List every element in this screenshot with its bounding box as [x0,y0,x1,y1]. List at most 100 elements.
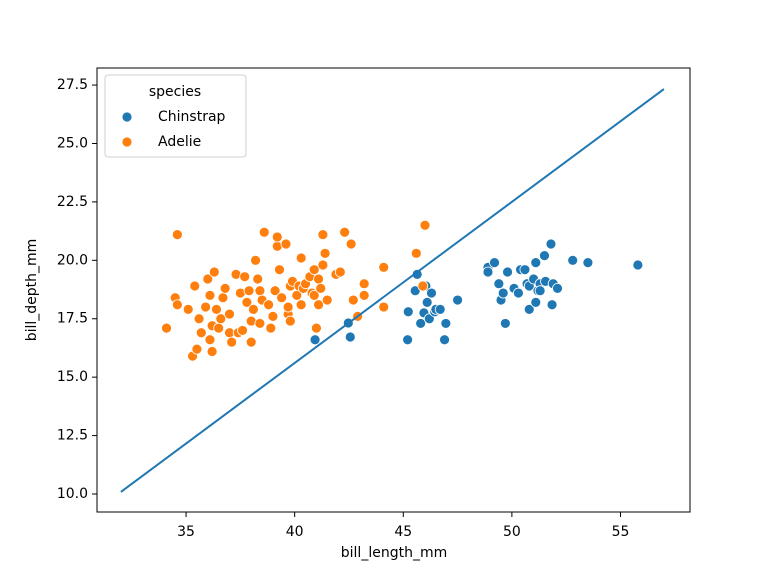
scatter-point [208,266,220,278]
legend-marker [121,136,133,148]
scatter-point [499,318,511,329]
scatter-point [434,303,446,315]
scatter-point [452,294,463,306]
scatter-point [317,259,329,271]
scatter-point [512,287,524,299]
scatter-point [241,296,253,308]
scatter-point [295,252,307,264]
scatter-point [546,299,558,311]
scatter-point [265,322,277,334]
scatter-point [193,313,205,325]
scatter-point [309,334,321,346]
scatter-point [250,254,261,266]
scatter-point [254,285,266,297]
scatter-point [217,292,229,304]
legend-title: species [149,84,201,100]
scatter-point [319,247,331,259]
scatter-point [552,282,563,294]
scatter-point [295,299,307,311]
scatter-point [206,346,218,357]
scatter-point [308,289,320,301]
scatter-point [202,273,214,285]
scatter-point [402,306,414,318]
x-axis-label: bill_length_mm [341,545,447,561]
y-tick-label: 17.5 [57,311,88,327]
scatter-point [378,301,390,313]
scatter-point [519,264,531,276]
scatter-point [419,219,431,231]
scatter-point [313,299,324,311]
scatter-point [358,289,370,301]
scatter-point [530,257,542,269]
y-tick-label: 27.5 [57,77,88,93]
scatter-point [345,238,357,250]
scatter-point [195,327,207,339]
x-tick-label: 55 [612,524,630,540]
scatter-point [274,264,285,276]
scatter-point [204,289,216,301]
scatter-point [493,278,505,290]
scatter-point [582,257,594,269]
scatter-point [439,334,450,346]
scatter-point [243,285,255,297]
legend-box [104,74,247,158]
legend-label: Adelie [158,134,201,150]
scatter-point [284,315,296,327]
scatter-point [308,264,320,276]
scatter-point [426,287,437,299]
scatter-point [411,268,423,280]
scatter-point [254,318,266,329]
scatter-point [482,266,494,278]
scatter-point [276,292,288,304]
y-tick-label: 25.0 [57,135,88,151]
scatter-point [347,294,359,306]
scatter-point [523,303,535,315]
scatter-point [402,334,414,346]
legend-label: Chinstrap [158,109,226,125]
scatter-point [219,282,231,294]
scatter-point [632,259,644,271]
y-tick-label: 22.5 [57,194,88,210]
scatter-point [171,299,183,311]
y-tick-label: 20.0 [57,252,88,268]
scatter-point [263,299,275,311]
scatter-point [567,254,579,266]
plot-frame [96,67,691,513]
scatter-point [545,238,557,250]
scatter-point [421,296,433,308]
scatter-point [245,336,257,348]
scatter-point [315,282,327,294]
x-tick-label: 35 [177,524,195,540]
y-tick-label: 10.0 [57,486,88,502]
scatter-point [269,285,281,297]
scatter-point [215,313,227,325]
scatter-point [200,301,212,313]
scatter-point [410,247,422,259]
scatter-point [247,303,259,315]
scatter-point [497,287,509,299]
scatter-point [539,250,550,262]
scatter-point [489,257,500,269]
x-tick-label: 40 [286,524,304,540]
scatter-point [237,325,248,336]
scatter-point [502,266,513,278]
scatter-point [182,303,194,315]
scatter-point [224,308,235,320]
scatter-point [226,336,238,348]
scatter-point [334,266,346,278]
scatter-point [530,296,542,308]
scatter-point [317,229,329,241]
scatter-point [239,271,251,283]
scatter-point [440,318,452,329]
x-tick-label: 45 [394,524,412,540]
scatter-point [378,261,390,273]
line [120,88,665,493]
scatter-point [313,273,324,285]
scatter-point [161,322,172,334]
scatter-point [213,322,225,334]
legend-marker [121,111,133,123]
scatter-point [211,303,222,315]
scatter-point [534,285,546,297]
scatter-point [258,226,270,238]
scatter-point [171,229,183,241]
